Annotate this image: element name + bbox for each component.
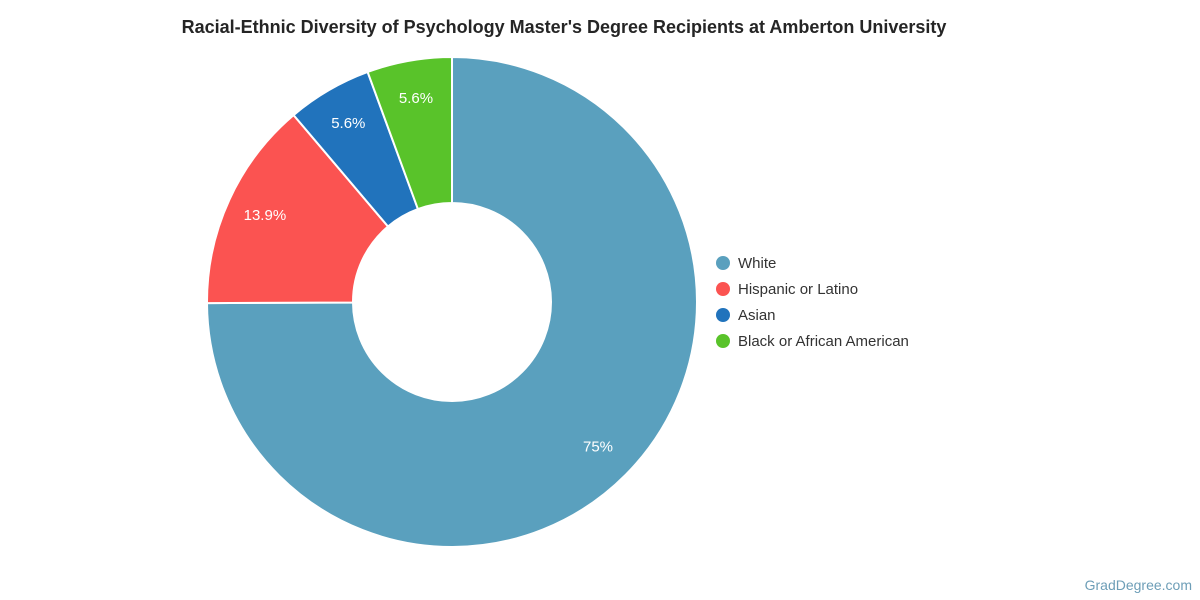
legend: White Hispanic or Latino Asian Black or Afr… xyxy=(716,250,909,354)
legend-item-black-or-african-american[interactable]: Black or African American xyxy=(716,328,909,354)
slice-label-hispanic-or-latino: 13.9% xyxy=(244,207,287,224)
pie-slice-white[interactable] xyxy=(206,56,698,548)
pie-slice-hispanic-or-latino[interactable] xyxy=(205,114,389,305)
pie-slice-black-or-african-american[interactable] xyxy=(366,56,453,211)
slice-label-asian: 5.6% xyxy=(331,115,365,132)
legend-label: Hispanic or Latino xyxy=(738,280,859,298)
legend-marker-icon xyxy=(716,334,730,348)
legend-item-white[interactable]: White xyxy=(716,250,909,276)
legend-label: White xyxy=(738,254,777,272)
legend-item-asian[interactable]: Asian xyxy=(716,302,909,328)
legend-label: Black or African American xyxy=(738,332,909,350)
legend-marker-icon xyxy=(716,256,730,270)
legend-label: Asian xyxy=(738,306,776,324)
legend-marker-icon xyxy=(716,282,730,296)
slice-label-white: 75% xyxy=(583,438,613,455)
legend-item-hispanic-or-latino[interactable]: Hispanic or Latino xyxy=(716,276,909,302)
legend-marker-icon xyxy=(716,308,730,322)
chart-title: Racial-Ethnic Diversity of Psychology Ma… xyxy=(181,17,947,37)
donut-slices xyxy=(205,56,698,548)
slice-label-black-or-african-american: 5.6% xyxy=(399,90,433,107)
watermark: GradDegree.com xyxy=(1084,577,1192,593)
donut-slice-labels: 75% 13.9% 5.6% 5.6% xyxy=(244,90,613,455)
